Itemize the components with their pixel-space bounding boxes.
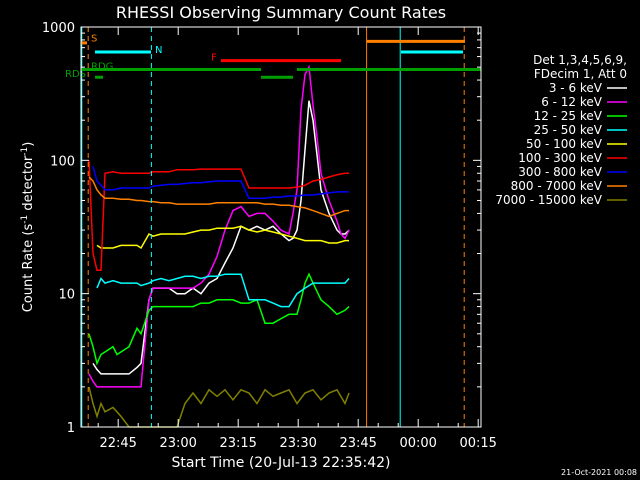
x-tick-label-6: 00:15 [459,436,496,451]
x-tick-label-0: 22:45 [99,436,136,451]
series-line-3 [96,273,350,308]
y-axis: 1 10 100 1000 [42,21,481,436]
legend: Det 1,3,4,5,6,9, FDecim 1, Att 0 3 - 6 k… [495,53,627,207]
flag-label-1: N [155,45,162,56]
overlay-layer: S N F RDG RDS [65,27,481,427]
series-line-4 [96,225,349,250]
series-line-0 [92,100,350,375]
series-line-2 [88,272,350,366]
y-tick-label-1: 10 [58,288,75,303]
chart-title: RHESSI Observing Summary Count Rates [116,3,446,22]
x-tick-label-3: 23:30 [279,436,316,451]
series-line-6 [92,166,349,199]
legend-label-8: 7000 - 15000 keV [495,193,602,207]
x-tick-label-1: 23:00 [159,436,196,451]
legend-label-7: 800 - 7000 keV [511,179,603,193]
x-axis-label: Start Time (20-Jul-13 22:35:42) [171,455,390,471]
flag-label-3: RDG [91,62,113,73]
legend-label-4: 50 - 100 keV [526,137,603,151]
x-tick-label-4: 23:45 [339,436,376,451]
y-tick-label-2: 100 [50,154,75,169]
flag-label-2: F [211,53,217,64]
legend-label-0: 3 - 6 keV [549,81,603,95]
y-tick-label-3: 1000 [42,21,75,36]
y-axis-label-sup2: -1 [20,147,30,156]
y-axis-label-sup: -1 [20,215,30,224]
y-axis-label-main: Count Rate (s [21,224,36,313]
flag-label-4: RDS [65,69,86,80]
series-line-7 [88,176,349,218]
legend-header-1: Det 1,3,4,5,6,9, [533,53,627,67]
y-axis-label-tail: detector [21,155,36,215]
y-axis-label: Count Rate (s-1 detector-1) [20,142,36,313]
legend-header-2: FDecim 1, Att 0 [534,67,627,81]
footer-timestamp: 21-Oct-2021 00:08 [561,468,637,477]
legend-label-3: 25 - 50 keV [534,123,603,137]
series-line-5 [88,160,349,271]
x-tick-label-2: 23:15 [219,436,256,451]
legend-label-2: 12 - 25 keV [534,109,603,123]
series-line-1 [88,64,350,388]
legend-label-6: 300 - 800 keV [518,165,602,179]
legend-label-1: 6 - 12 keV [541,95,603,109]
plot-frame [80,26,482,428]
x-axis: 22:45 23:00 23:15 23:30 23:45 00:00 00:15 [97,27,497,451]
flag-label-0: S [91,33,97,44]
legend-label-5: 100 - 300 keV [518,151,602,165]
series-layer [88,64,350,428]
y-axis-label-close: ) [21,142,36,147]
series-line-8 [88,386,350,428]
y-tick-label-0: 1 [67,421,75,436]
x-tick-label-5: 00:00 [399,436,436,451]
